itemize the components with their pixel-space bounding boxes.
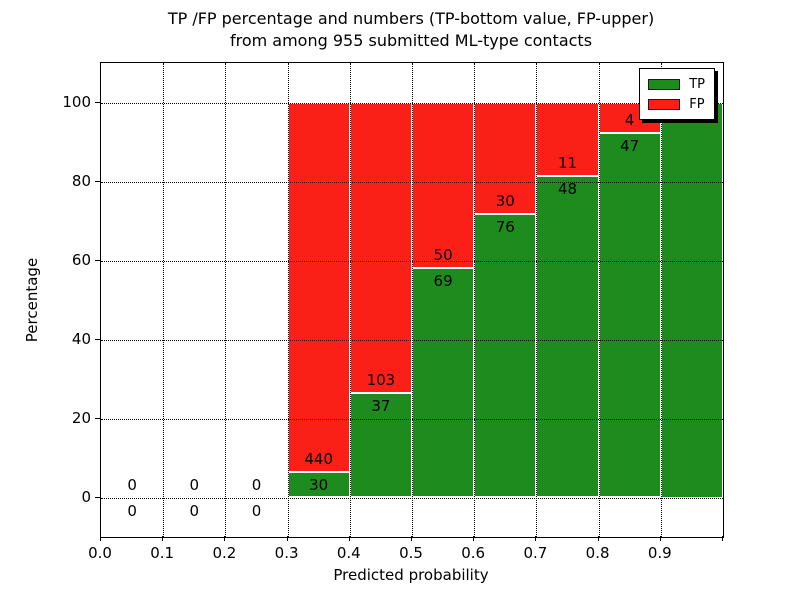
bar-tp-segment xyxy=(660,102,723,498)
bar-fp-segment xyxy=(349,102,412,394)
x-tick-label: 0.0 xyxy=(88,544,112,562)
fp-count-label: 50 xyxy=(433,246,453,265)
tp-count-label: 30 xyxy=(309,476,329,495)
bar-tp-segment xyxy=(412,268,475,498)
bar-tp-segment xyxy=(536,176,599,498)
bar-tp-segment xyxy=(474,214,537,498)
tp-count-label: 76 xyxy=(495,218,515,237)
x-tick-mark xyxy=(348,536,350,541)
tp-legend-swatch xyxy=(648,78,681,90)
bar-fp-segment xyxy=(412,102,475,269)
y-tick-mark xyxy=(95,496,100,498)
x-tick-label: 0.9 xyxy=(647,544,672,562)
y-tick-mark xyxy=(95,259,100,261)
x-tick-mark xyxy=(224,536,226,541)
x-tick-mark xyxy=(286,536,288,541)
gridline-vertical xyxy=(536,63,538,537)
x-tick-label: 0.4 xyxy=(336,544,361,562)
tp-count-label: 37 xyxy=(371,397,391,416)
x-tick-label: 0.1 xyxy=(150,544,175,562)
x-tick-label: 0.7 xyxy=(523,544,548,562)
x-tick-label: 0.3 xyxy=(274,544,299,562)
legend-label: FP xyxy=(689,96,705,112)
gridline-vertical xyxy=(287,63,289,537)
gridline-vertical xyxy=(474,63,476,537)
x-tick-mark xyxy=(162,536,164,541)
gridline-vertical xyxy=(225,63,227,537)
y-tick-mark xyxy=(95,417,100,419)
y-tick-label: 0 xyxy=(81,487,91,506)
x-axis-label: Predicted probability xyxy=(333,566,489,584)
tp-count-label: 0 xyxy=(127,501,137,520)
y-tick-label: 20 xyxy=(71,408,91,427)
fp-count-label: 0 xyxy=(189,475,200,494)
chart-title-line1: TP /FP percentage and numbers (TP-bottom… xyxy=(167,9,655,28)
y-tick-label: 40 xyxy=(71,329,91,348)
chart-title: TP /FP percentage and numbers (TP-bottom… xyxy=(100,8,722,52)
x-tick-mark xyxy=(722,536,723,541)
legend-entry: TP xyxy=(648,74,705,94)
fp-legend-swatch xyxy=(648,98,681,110)
y-tick-mark xyxy=(95,338,100,340)
x-tick-mark xyxy=(411,536,412,541)
x-tick-label: 0.8 xyxy=(585,544,610,562)
gridline-vertical xyxy=(412,63,413,537)
y-tick-label: 80 xyxy=(71,171,91,190)
tp-count-label: 0 xyxy=(251,501,262,520)
fp-count-label: 4 xyxy=(624,111,635,130)
tp-count-label: 47 xyxy=(620,137,640,156)
y-axis-label: Percentage xyxy=(23,257,41,343)
legend-label: TP xyxy=(689,76,705,92)
tp-count-label: 48 xyxy=(557,180,578,199)
y-tick-label: 100 xyxy=(62,92,91,111)
bar-fp-segment xyxy=(536,102,599,177)
gridline-vertical xyxy=(349,63,351,537)
chart-title-line2: from among 955 submitted ML-type contact… xyxy=(229,31,593,50)
gridline-vertical xyxy=(163,63,165,537)
x-tick-mark xyxy=(100,536,101,541)
x-tick-label: 0.2 xyxy=(212,544,237,562)
x-tick-mark xyxy=(659,536,661,541)
fp-count-label: 0 xyxy=(127,475,137,494)
fp-count-label: 30 xyxy=(495,192,515,211)
y-tick-label: 60 xyxy=(71,250,91,269)
gridline-vertical xyxy=(660,63,662,537)
fp-count-label: 103 xyxy=(366,371,396,390)
x-tick-mark xyxy=(597,536,599,541)
bar-tp-segment xyxy=(287,472,350,498)
bar-fp-segment xyxy=(474,102,537,215)
x-tick-mark xyxy=(473,536,475,541)
plot-area: 0000004403010337506930761148447010TPFP xyxy=(100,62,724,538)
fp-count-label: 11 xyxy=(557,154,578,173)
fp-count-label: 0 xyxy=(251,475,262,494)
y-tick-mark xyxy=(95,101,100,103)
legend: TP FP xyxy=(639,68,715,120)
bar-tp-segment xyxy=(598,133,661,498)
x-tick-label: 0.5 xyxy=(399,544,423,562)
x-tick-label: 0.6 xyxy=(461,544,486,562)
legend-entry: FP xyxy=(648,94,705,114)
fp-count-label: 440 xyxy=(304,450,333,469)
y-tick-mark xyxy=(95,180,100,182)
gridline-vertical xyxy=(598,63,600,537)
x-tick-mark xyxy=(535,536,537,541)
bar-fp-segment xyxy=(287,102,350,473)
tp-count-label: 69 xyxy=(433,272,453,291)
tp-count-label: 0 xyxy=(189,501,200,520)
